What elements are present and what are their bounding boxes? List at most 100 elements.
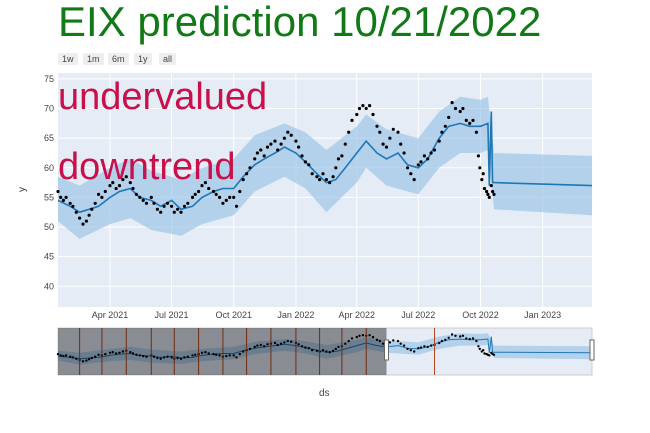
actual-point — [391, 127, 395, 131]
actual-point — [56, 189, 60, 194]
range-slider-point — [111, 351, 115, 354]
actual-point — [426, 157, 430, 161]
actual-point — [144, 201, 149, 205]
range-button-all[interactable]: all — [159, 53, 177, 65]
actual-point — [409, 172, 413, 176]
range-slider-point — [85, 359, 88, 362]
range-slider-point — [228, 354, 231, 357]
actual-point — [437, 139, 441, 143]
range-slider-point — [142, 354, 145, 358]
range-slider-handle-left — [384, 339, 390, 361]
range-button-1y[interactable]: 1y — [134, 53, 152, 65]
actual-point — [269, 142, 273, 146]
range-slider-point — [266, 343, 269, 346]
x-tick-label: Oct 2021 — [215, 310, 252, 320]
actual-point — [318, 178, 322, 182]
x-tick-label: Apr 2022 — [339, 310, 376, 320]
actual-point — [90, 207, 94, 211]
actual-point — [211, 189, 216, 194]
actual-point — [355, 112, 359, 117]
range-slider-point — [440, 339, 444, 343]
range-slider-point — [59, 354, 62, 357]
range-slider-point — [56, 352, 60, 356]
range-slider-point — [156, 356, 159, 360]
actual-point — [124, 175, 128, 179]
range-slider-handle-right — [589, 339, 595, 361]
actual-point — [384, 145, 389, 149]
actual-point — [286, 130, 290, 134]
range-slider-point — [450, 333, 454, 336]
range-slider-point — [423, 345, 426, 348]
range-slider-point — [212, 352, 215, 356]
actual-point — [141, 198, 145, 202]
x-tick-label: Jul 2022 — [401, 310, 435, 320]
actual-point — [343, 142, 347, 146]
range-button-1m[interactable]: 1m — [83, 53, 104, 65]
actual-point — [273, 139, 277, 143]
actual-point — [364, 106, 368, 111]
actual-point — [190, 195, 195, 199]
actual-point — [443, 124, 447, 128]
actual-point — [336, 157, 341, 161]
range-slider-point — [64, 354, 68, 357]
x-tick-label: Jan 2023 — [524, 310, 561, 320]
range-slider-point — [215, 353, 218, 356]
range-slider-point — [444, 338, 447, 341]
actual-point — [480, 178, 484, 182]
x-tick-label: Jul 2021 — [155, 310, 189, 320]
range-slider-point — [350, 337, 354, 340]
actual-point — [361, 104, 365, 108]
range-slider-point — [461, 334, 465, 337]
range-slider-point — [328, 351, 331, 354]
range-slider-point — [399, 342, 402, 345]
range-slider-point — [488, 354, 491, 357]
range-slider-point — [235, 356, 238, 359]
actual-point — [221, 201, 225, 205]
range-slider-point — [286, 339, 289, 343]
chart-title: EIX prediction 10/21/2022 — [58, 0, 542, 45]
actual-point — [149, 195, 153, 199]
range-slider-point — [478, 347, 481, 351]
range-slider-point — [409, 349, 412, 352]
actual-point — [429, 151, 433, 155]
actual-point — [64, 195, 68, 199]
range-slider-point — [290, 340, 293, 343]
actual-point — [61, 198, 65, 202]
actual-point — [371, 112, 375, 117]
range-slider-band — [58, 333, 592, 365]
actual-point — [399, 142, 403, 146]
actual-point — [131, 186, 135, 191]
actual-point — [402, 151, 406, 155]
range-slider-point — [145, 355, 148, 358]
range-slider-point — [388, 341, 392, 344]
actual-point — [357, 106, 362, 111]
actual-point — [218, 195, 222, 199]
actual-point — [486, 192, 490, 196]
range-slider-point — [396, 339, 400, 343]
actual-point — [253, 157, 257, 161]
actual-point — [492, 192, 496, 196]
actual-point — [279, 142, 283, 146]
actual-point — [117, 184, 122, 188]
actual-point — [321, 172, 325, 176]
actual-point — [471, 118, 475, 122]
actual-point — [228, 195, 232, 199]
actual-point — [93, 201, 97, 205]
y-axis-title: y — [17, 187, 28, 192]
actual-point — [412, 178, 416, 182]
actual-point — [432, 148, 437, 152]
actual-point — [276, 148, 280, 152]
range-slider-point — [186, 355, 189, 358]
range-button-1w[interactable]: 1w — [58, 53, 78, 65]
range-slider-point — [191, 354, 194, 357]
range-slider-point — [419, 346, 423, 349]
forecast-line — [57, 111, 593, 214]
range-slider-point — [94, 355, 97, 358]
actual-point — [491, 189, 495, 194]
range-slider-point — [454, 334, 457, 337]
range-slider-point — [465, 337, 468, 340]
range-button-6m[interactable]: 6m — [108, 53, 129, 65]
range-slider-point — [121, 350, 125, 353]
range-slider-point — [218, 354, 221, 357]
